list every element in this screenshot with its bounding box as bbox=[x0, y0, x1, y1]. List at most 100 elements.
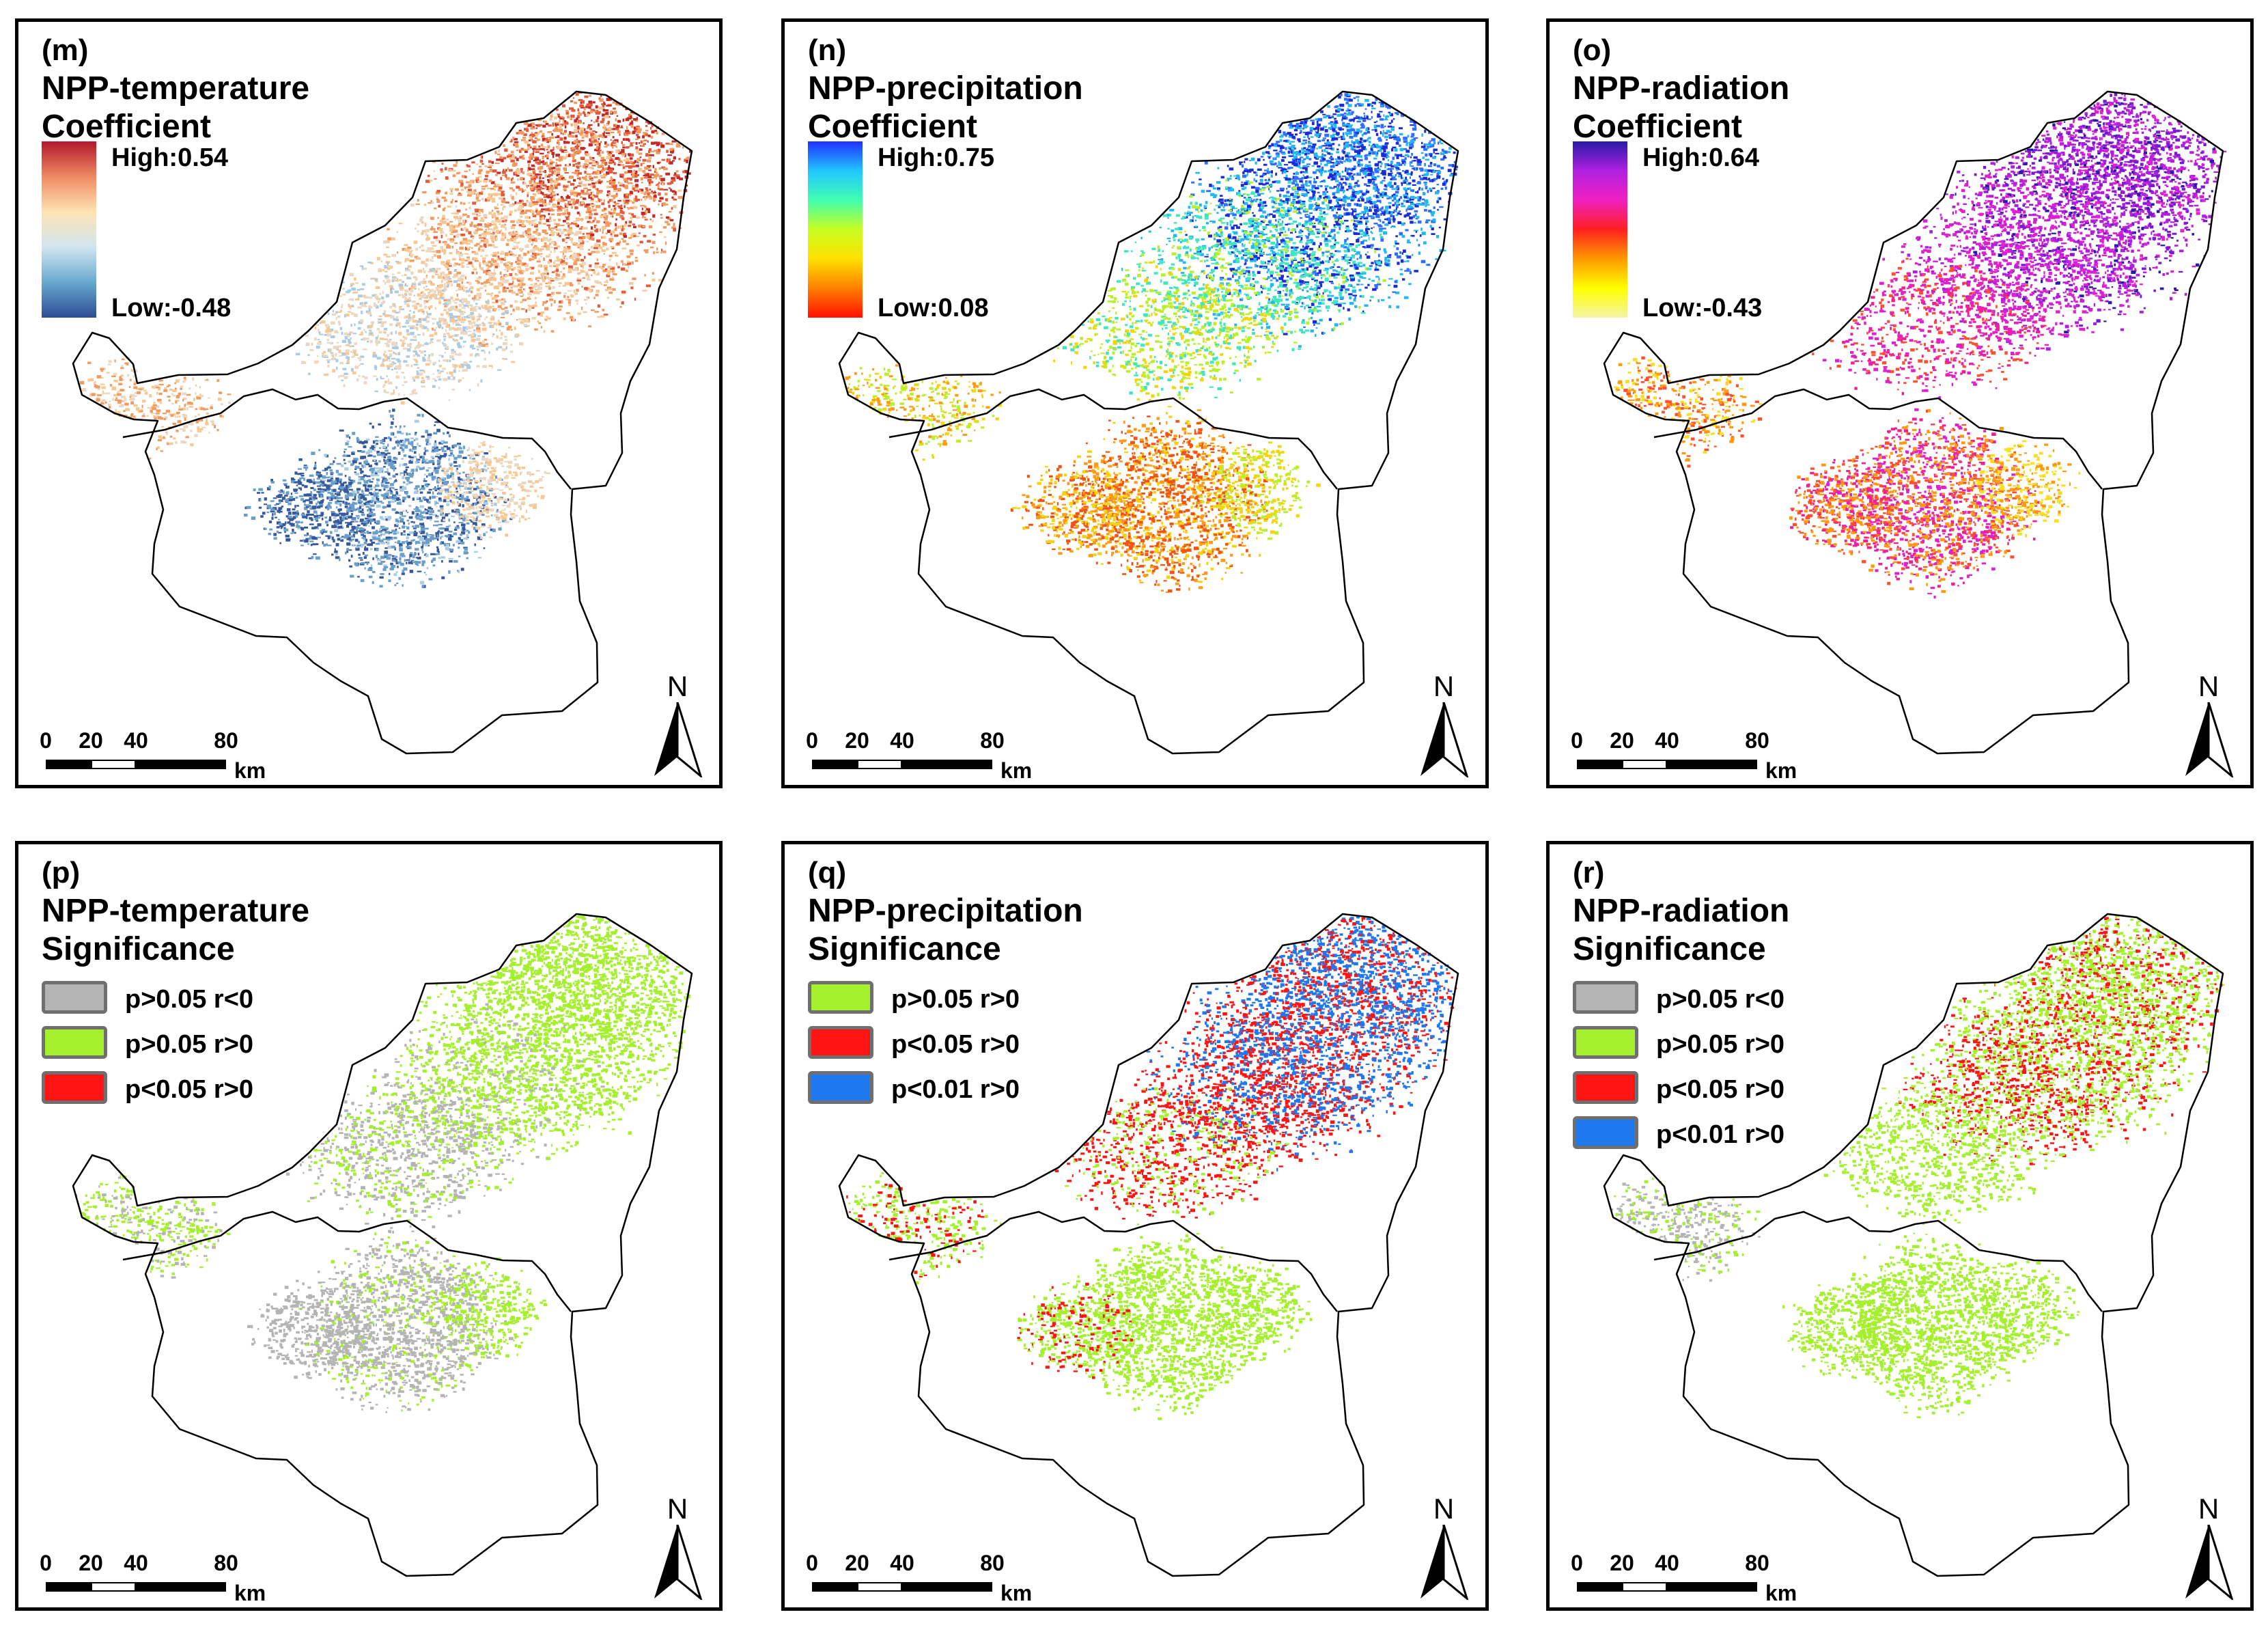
north-label: N bbox=[2198, 1493, 2220, 1525]
panel-subtitle: Significance bbox=[808, 931, 1001, 967]
scale-bar: 0 20 40 80 km bbox=[806, 1551, 1085, 1607]
map-panel: (m) NPP-temperature Coefficient High:0.54 Lo… bbox=[15, 18, 723, 788]
legend-swatch bbox=[42, 981, 107, 1014]
scale-segment bbox=[1577, 760, 1622, 769]
panel-label: (n) bbox=[808, 33, 847, 67]
scale-tick-label: 0 bbox=[806, 1551, 818, 1575]
raster-pixels bbox=[1609, 93, 2227, 599]
scale-segment bbox=[902, 1582, 992, 1592]
scale-unit-label: km bbox=[234, 758, 266, 783]
scale-tick-label: 40 bbox=[890, 728, 914, 753]
scale-bar: 0 20 40 80 km bbox=[40, 1551, 319, 1607]
boundary-line bbox=[1603, 913, 2224, 1577]
panel-subtitle: Significance bbox=[1573, 931, 1766, 967]
legend-label: p>0.05 r>0 bbox=[1656, 1030, 1785, 1059]
panel-label: (q) bbox=[808, 856, 847, 889]
region-map bbox=[1603, 90, 2227, 755]
study-area-fill bbox=[1604, 92, 2223, 753]
study-area-fill bbox=[1604, 914, 2223, 1576]
scale-segment bbox=[1622, 1582, 1667, 1592]
scale-segment bbox=[136, 1582, 226, 1592]
colorbar-high-label: High:0.75 bbox=[878, 143, 995, 172]
north-label: N bbox=[1433, 670, 1455, 702]
panel-title: NPP-temperature bbox=[42, 893, 310, 929]
legend-swatch bbox=[1573, 1116, 1638, 1149]
raster-pixels bbox=[80, 92, 692, 588]
legend-swatch bbox=[1573, 1026, 1638, 1059]
colorbar bbox=[1573, 141, 1627, 318]
scale-segment bbox=[46, 760, 91, 769]
legend-label: p>0.05 r<0 bbox=[125, 985, 254, 1014]
legend-swatch bbox=[808, 981, 873, 1014]
scale-tick-label: 20 bbox=[845, 1551, 869, 1575]
scale-segment bbox=[1667, 1582, 1757, 1592]
legend-label: p>0.05 r<0 bbox=[1656, 985, 1785, 1014]
panel-title: NPP-precipitation bbox=[808, 893, 1083, 929]
scale-tick-label: 40 bbox=[124, 728, 148, 753]
region-map bbox=[838, 913, 1459, 1577]
north-arrow-icon: N bbox=[2181, 672, 2236, 777]
legend-swatch bbox=[808, 1071, 873, 1104]
north-arrow-icon: N bbox=[1416, 1495, 1471, 1600]
legend-label: p>0.05 r>0 bbox=[891, 985, 1020, 1014]
region-map bbox=[72, 90, 693, 755]
north-arrow-icon: N bbox=[1416, 670, 1471, 777]
north-label: N bbox=[667, 670, 688, 702]
colorbar bbox=[808, 141, 863, 318]
scale-segment bbox=[136, 760, 226, 769]
internal-boundary-line bbox=[122, 388, 572, 490]
scale-tick-label: 80 bbox=[214, 728, 238, 753]
internal-boundary-line bbox=[888, 1210, 1338, 1312]
scale-tick-label: 80 bbox=[1745, 1551, 1769, 1575]
scale-segment bbox=[1667, 760, 1757, 769]
scale-segment bbox=[902, 760, 992, 769]
boundary-line bbox=[838, 913, 1459, 1577]
region-map bbox=[1603, 913, 2225, 1577]
panel-title: NPP-radiation bbox=[1573, 70, 1790, 107]
north-label: N bbox=[667, 1493, 688, 1525]
colorbar-low-label: Low:0.08 bbox=[878, 294, 989, 322]
scale-segment bbox=[857, 1582, 902, 1592]
north-arrow-icon: N bbox=[650, 670, 705, 777]
scale-tick-label: 0 bbox=[40, 1551, 52, 1575]
legend-swatch bbox=[1573, 981, 1638, 1014]
panel-subtitle: Coefficient bbox=[1573, 109, 1743, 145]
scale-tick-label: 40 bbox=[124, 1551, 148, 1575]
scale-tick-label: 20 bbox=[79, 1551, 103, 1575]
raster-pixels bbox=[75, 915, 691, 1413]
region-map bbox=[838, 90, 1459, 755]
scale-segment bbox=[91, 760, 136, 769]
scale-tick-label: 40 bbox=[1655, 728, 1679, 753]
colorbar-low-label: Low:-0.48 bbox=[111, 294, 232, 322]
scale-tick-label: 0 bbox=[40, 728, 52, 753]
panel-subtitle: Significance bbox=[42, 931, 235, 967]
scale-unit-label: km bbox=[1765, 758, 1797, 783]
scale-segment bbox=[91, 1582, 136, 1592]
scale-tick-label: 20 bbox=[79, 728, 103, 753]
scale-tick-label: 0 bbox=[1571, 728, 1583, 753]
legend-swatch bbox=[808, 1026, 873, 1059]
scale-segment bbox=[46, 1582, 91, 1592]
scale-tick-label: 20 bbox=[845, 728, 869, 753]
panel-label: (r) bbox=[1573, 856, 1605, 889]
colorbar bbox=[42, 141, 96, 318]
scale-tick-label: 40 bbox=[890, 1551, 914, 1575]
scale-bar: 0 20 40 80 km bbox=[40, 728, 319, 785]
scale-tick-label: 80 bbox=[214, 1551, 238, 1575]
scale-tick-label: 80 bbox=[980, 728, 1005, 753]
scale-bar: 0 20 40 80 km bbox=[1571, 728, 1850, 785]
scale-unit-label: km bbox=[1765, 1581, 1797, 1605]
scale-unit-label: km bbox=[234, 1581, 266, 1605]
panel-title: NPP-temperature bbox=[42, 70, 310, 107]
boundary-line bbox=[72, 90, 693, 755]
scale-segment bbox=[812, 1582, 857, 1592]
region-map bbox=[72, 913, 693, 1577]
legend-swatch bbox=[42, 1026, 107, 1059]
scale-tick-label: 20 bbox=[1610, 728, 1634, 753]
legend-swatch bbox=[1573, 1071, 1638, 1104]
panel-subtitle: Coefficient bbox=[42, 109, 212, 145]
panel-label: (m) bbox=[42, 33, 89, 67]
scale-tick-label: 40 bbox=[1655, 1551, 1679, 1575]
legend-label: p<0.05 r>0 bbox=[125, 1075, 254, 1104]
map-panel: (o) NPP-radiation Coefficient High:0.64 Low:… bbox=[1546, 18, 2254, 788]
